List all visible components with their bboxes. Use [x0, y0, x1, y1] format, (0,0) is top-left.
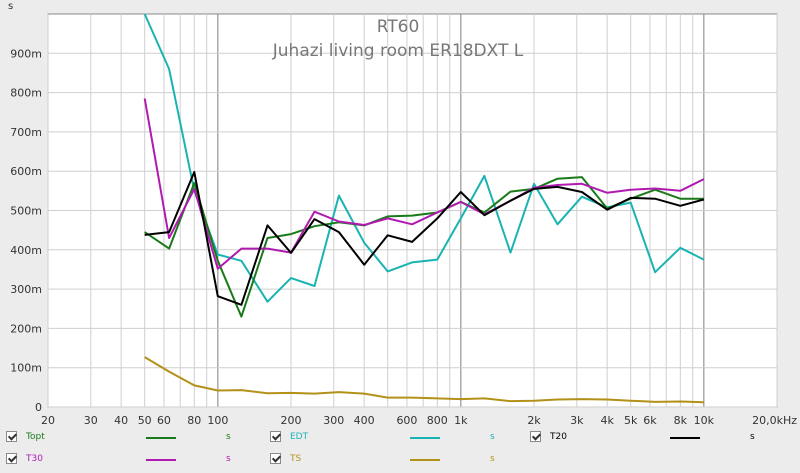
series-lines	[143, 13, 705, 404]
x-tick-label: 3k	[570, 414, 584, 426]
x-tick-label: 2k	[527, 414, 541, 426]
legend-checkbox[interactable]	[6, 431, 17, 442]
legend-swatch	[146, 437, 176, 439]
legend-label: EDT	[290, 432, 309, 442]
legend-item-ts: TS s	[270, 451, 530, 469]
series-line-t20	[144, 171, 705, 306]
legend-label: TS	[290, 454, 302, 464]
x-tick-label: 400	[354, 414, 375, 426]
legend-item-edt: EDT s	[270, 429, 530, 447]
legend-label: T20	[550, 432, 567, 442]
y-tick-label: 900m	[10, 47, 42, 60]
chart-subtitle: Juhazi living room ER18DXT L	[272, 41, 524, 61]
x-tick-label: 30	[84, 414, 98, 426]
x-tick-label: 8k	[674, 414, 688, 426]
legend-unit: s	[226, 454, 231, 464]
x-tick-label: 200	[281, 414, 302, 426]
legend-item-t20: T20 s	[530, 429, 790, 447]
y-tick-label: 600m	[10, 165, 42, 178]
x-tick-label: 20	[41, 414, 55, 426]
chart-title: RT60	[377, 17, 420, 37]
legend-unit: s	[490, 454, 495, 464]
y-tick-label: 200m	[10, 322, 42, 335]
y-tick-label: 400m	[10, 244, 42, 257]
x-tick-label: 40	[114, 414, 128, 426]
y-tick-label: 500m	[10, 205, 42, 218]
legend-swatch	[146, 459, 176, 461]
x-tick-label: 1k	[454, 414, 468, 426]
legend-checkbox[interactable]	[6, 453, 17, 464]
legend-swatch	[410, 437, 440, 439]
legend-unit: s	[750, 432, 755, 442]
x-tick-label: 60	[157, 414, 171, 426]
x-tick-label: 50	[138, 414, 152, 426]
x-tick-label: 10k	[694, 414, 715, 426]
rt60-chart: 0 100m 200m 300m 400m 500m 600m 700m 800m 900m 20 3…	[8, 1, 797, 426]
legend-checkbox[interactable]	[270, 431, 281, 442]
x-tick-label: 100	[207, 414, 228, 426]
x-tick-label: 300	[323, 414, 344, 426]
legend-unit: s	[490, 432, 495, 442]
x-tick-label: 80	[187, 414, 201, 426]
legend-label: Topt	[26, 432, 45, 442]
grid	[47, 14, 778, 408]
legend-unit: s	[226, 432, 231, 442]
axis-ticks: 0 100m 200m 300m 400m 500m 600m 700m 800m 900m 20 3…	[10, 47, 797, 426]
legend-label: T30	[26, 454, 43, 464]
legend-item-t30: T30 s	[6, 451, 266, 469]
legend: Topt s EDT s T20 s T30 s TS s	[0, 426, 800, 473]
x-tick-label: 5k	[624, 414, 638, 426]
y-axis-label: s	[8, 1, 13, 12]
x-tick-label: 600	[396, 414, 417, 426]
series-line-ts	[144, 356, 704, 404]
legend-swatch	[670, 437, 700, 439]
y-tick-label: 100m	[10, 362, 42, 375]
legend-item-topt: Topt s	[6, 429, 266, 447]
x-tick-label: 800	[427, 414, 448, 426]
x-tick-label: 20,0kHz	[752, 414, 797, 426]
y-tick-label: 700m	[10, 126, 42, 139]
legend-checkbox[interactable]	[530, 431, 541, 442]
x-tick-label: 4k	[600, 414, 614, 426]
y-tick-label: 800m	[10, 87, 42, 100]
y-tick-label: 300m	[10, 283, 42, 296]
x-tick-label: 6k	[643, 414, 657, 426]
y-tick-label: 0	[35, 401, 42, 414]
legend-checkbox[interactable]	[270, 453, 281, 464]
series-line-t30	[143, 98, 705, 270]
legend-swatch	[410, 459, 440, 461]
